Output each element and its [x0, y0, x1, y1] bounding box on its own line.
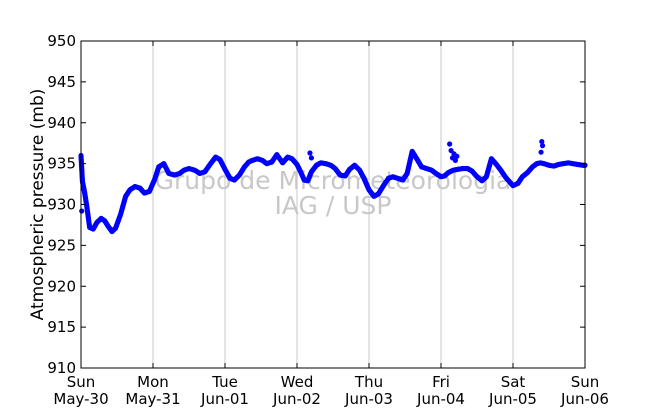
x-tick-label-date: May-30 — [53, 390, 108, 408]
data-point-outlier — [307, 150, 313, 156]
x-tick-label-date: Jun-04 — [416, 390, 465, 408]
x-tick-label-day: Fri — [432, 373, 450, 391]
x-tick-label-day: Tue — [211, 373, 238, 391]
y-tick-label: 950 — [47, 32, 76, 50]
x-tick-label-date: Jun-02 — [272, 390, 321, 408]
x-tick-label-date: May-31 — [125, 390, 180, 408]
x-tick-label-day: Sat — [501, 373, 526, 391]
x-tick-label-date: Jun-03 — [344, 390, 393, 408]
x-tick-label-date: Jun-01 — [200, 390, 249, 408]
data-point-outlier — [539, 138, 545, 145]
y-tick-label: 910 — [47, 359, 76, 377]
y-tick-label: 935 — [47, 155, 76, 173]
y-tick-label: 925 — [47, 236, 76, 254]
chart-grid — [152, 41, 514, 368]
y-tick-label: 940 — [47, 114, 76, 132]
data-point-outlier — [454, 153, 460, 159]
y-axis-label: Atmospheric pressure (mb) — [28, 89, 48, 321]
x-tick-label-day: Mon — [137, 373, 169, 391]
x-tick-label-date: Jun-05 — [488, 390, 537, 408]
y-tick-label: 915 — [47, 318, 76, 336]
data-point-outlier — [308, 155, 314, 161]
x-tick-label-day: Sun — [67, 373, 96, 391]
y-tick-label: 930 — [47, 196, 76, 214]
y-tick-label: 945 — [47, 73, 76, 91]
watermark: Grupo de Micrometeorologia IAG / USP — [155, 166, 512, 220]
y-axis-ticks: 910 915 920 925 930 935 940 945 950 — [47, 32, 585, 377]
data-points — [78, 138, 588, 235]
data-point-outlier — [79, 208, 85, 214]
data-point-outlier — [538, 149, 544, 155]
data-point-outlier — [452, 157, 458, 163]
x-tick-label-day: Sun — [571, 373, 600, 391]
data-point-outlier — [539, 143, 546, 149]
x-axis-ticks: SunMay-30MonMay-31TueJun-01WedJun-02ThuJ… — [53, 41, 609, 408]
data-point-outlier — [80, 185, 86, 191]
y-tick-label: 920 — [47, 277, 76, 295]
x-tick-label-day: Wed — [281, 373, 314, 391]
data-point-outlier — [447, 141, 453, 147]
x-tick-label-date: Jun-06 — [560, 390, 609, 408]
x-tick-label-day: Thu — [354, 373, 383, 391]
